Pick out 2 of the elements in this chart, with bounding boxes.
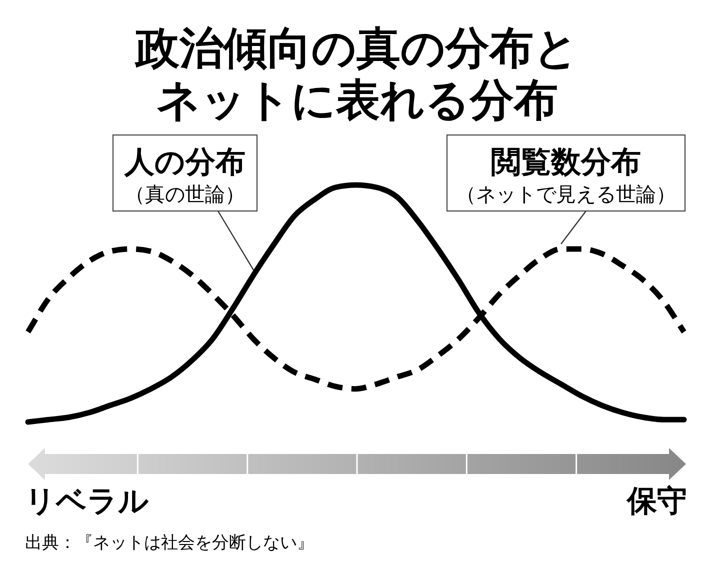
title: 政治傾向の真の分布とネットに表れる分布	[136, 23, 578, 126]
series-label: 人の分布（真の世論）	[124, 145, 246, 206]
